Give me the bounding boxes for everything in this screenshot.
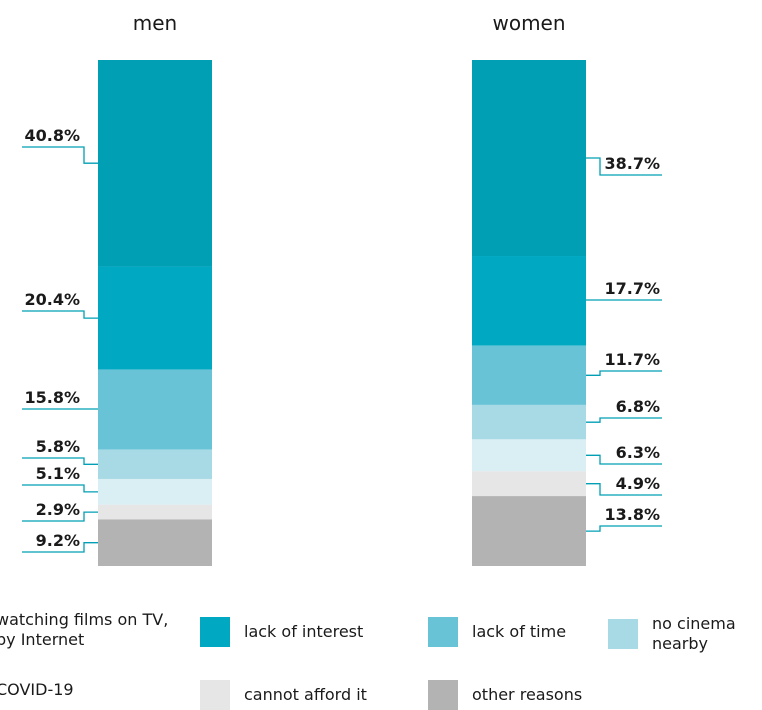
leader-line-women-3 xyxy=(586,417,662,423)
legend-item-6: other reasons xyxy=(428,680,582,710)
leader-line-women-2 xyxy=(586,370,662,376)
bar-segment-women-5 xyxy=(472,471,586,497)
leader-line-men-5 xyxy=(22,511,98,522)
legend-item-4: COVID-19 xyxy=(0,680,74,700)
legend-item-1: lack of interest xyxy=(200,617,363,647)
leader-line-women-0 xyxy=(586,157,662,176)
value-label-women-2: 11.7% xyxy=(604,350,660,369)
category-title-women: women xyxy=(492,11,565,35)
stacked-bar-chart: men 40.8% 20.4% 15.8% 5.8% 5.1% 2.9% 9.2% women 3… xyxy=(22,11,662,566)
legend-swatch xyxy=(428,617,458,647)
bar-segment-women-3 xyxy=(472,404,586,440)
bar-segment-women-4 xyxy=(472,439,586,472)
leader-line-women-4 xyxy=(586,454,662,465)
legend-item-2: lack of time xyxy=(428,617,566,647)
leader-line-men-1 xyxy=(22,310,98,319)
value-label-men-0: 40.8% xyxy=(24,126,80,145)
leader-line-men-6 xyxy=(22,542,98,553)
bar-segment-men-5 xyxy=(98,504,212,520)
legend-label: watching films on TV, by Internet xyxy=(0,610,169,649)
legend-swatch xyxy=(200,680,230,710)
labels-layer: men 40.8% 20.4% 15.8% 5.8% 5.1% 2.9% 9.2% women 3… xyxy=(24,11,660,550)
legend-swatch xyxy=(428,680,458,710)
legend-swatch xyxy=(200,617,230,647)
legend-label: lack of interest xyxy=(244,622,364,641)
legend-label: cannot afford it xyxy=(244,685,367,704)
bar-segment-women-2 xyxy=(472,345,586,405)
leader-lines-layer xyxy=(22,146,662,553)
legend-item-0: watching films on TV, by Internet xyxy=(0,610,186,650)
leader-line-men-0 xyxy=(22,146,98,164)
bar-segment-men-3 xyxy=(98,449,212,479)
leader-line-women-6 xyxy=(586,525,662,532)
value-label-women-5: 4.9% xyxy=(616,474,660,493)
bar-segment-men-6 xyxy=(98,519,212,566)
value-label-men-1: 20.4% xyxy=(24,290,80,309)
bars-layer xyxy=(98,60,586,566)
bar-segment-women-0 xyxy=(472,60,586,257)
value-label-women-4: 6.3% xyxy=(616,443,660,462)
bar-segment-men-4 xyxy=(98,478,212,505)
legend-label: other reasons xyxy=(472,685,583,704)
legend-swatch xyxy=(608,619,638,649)
legend-item-3: no cinema nearby xyxy=(608,614,762,654)
value-label-men-5: 2.9% xyxy=(36,500,80,519)
value-label-women-6: 13.8% xyxy=(604,505,660,524)
category-title-men: men xyxy=(133,11,177,35)
bar-segment-men-2 xyxy=(98,369,212,450)
leader-line-men-3 xyxy=(22,457,98,465)
leader-line-men-4 xyxy=(22,484,98,493)
value-label-men-4: 5.1% xyxy=(36,464,80,483)
bar-segment-men-1 xyxy=(98,266,212,370)
value-label-men-6: 9.2% xyxy=(36,531,80,550)
bar-segment-men-0 xyxy=(98,60,212,267)
bar-segment-women-6 xyxy=(472,496,586,566)
legend-item-5: cannot afford it xyxy=(200,680,367,710)
value-label-men-2: 15.8% xyxy=(24,388,80,407)
bar-segment-women-1 xyxy=(472,256,586,346)
leader-line-women-5 xyxy=(586,483,662,496)
legend-label: no cinema nearby xyxy=(652,614,736,653)
value-label-women-0: 38.7% xyxy=(604,154,660,173)
value-label-women-1: 17.7% xyxy=(604,279,660,298)
legend-label: lack of time xyxy=(472,622,567,641)
value-label-men-3: 5.8% xyxy=(36,437,80,456)
value-label-women-3: 6.8% xyxy=(616,397,660,416)
legend-label: COVID-19 xyxy=(0,680,74,699)
